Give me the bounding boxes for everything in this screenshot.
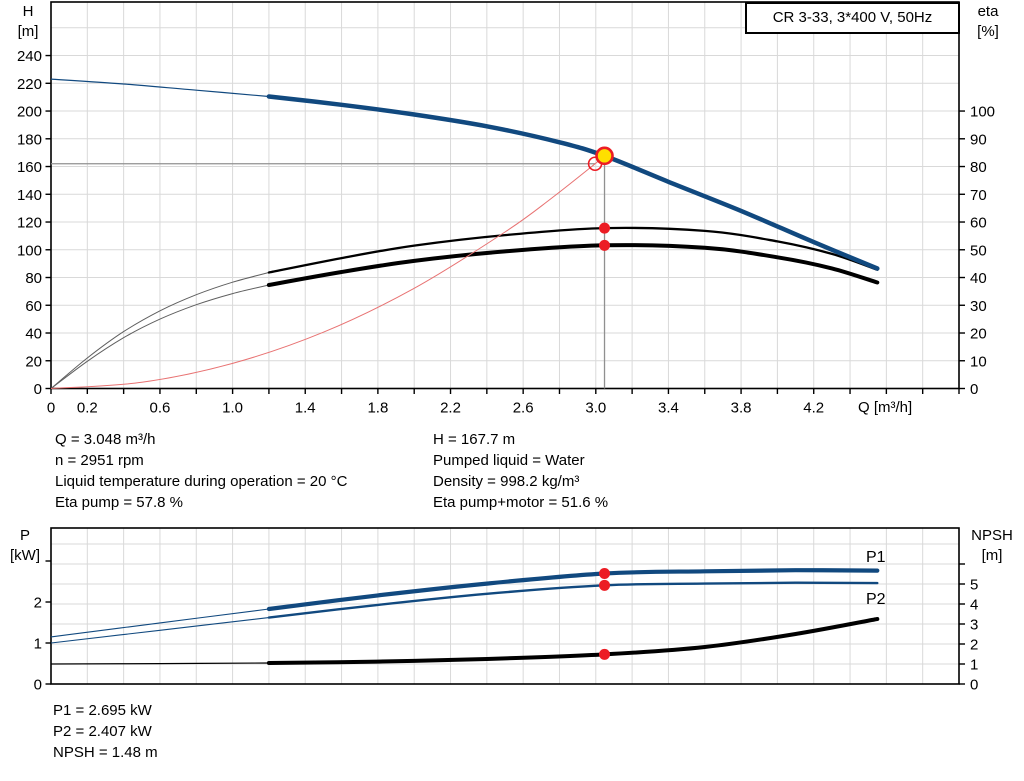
left-axis-tick-label: 140 xyxy=(17,187,42,204)
x-axis-tick-label: 1.4 xyxy=(295,400,316,417)
left-axis-tick-label: 1 xyxy=(34,636,42,653)
duty-point-marker[interactable] xyxy=(595,146,614,166)
x-axis-tick-label: 2.2 xyxy=(440,400,461,417)
plot-border xyxy=(50,527,960,685)
left-axis-tick-label: 2 xyxy=(34,595,42,612)
x-axis-tick-label: 3.0 xyxy=(585,400,606,417)
left-axis-tick-label: 60 xyxy=(25,298,42,315)
left-axis-tick-label: 40 xyxy=(25,326,42,343)
operating-point-dot xyxy=(599,239,611,251)
left-axis-tick-label: 180 xyxy=(17,131,42,148)
qh-curve-min-flow xyxy=(50,78,269,98)
left-axis-tick-label: 120 xyxy=(17,215,42,232)
npsh-curve-min-flow xyxy=(50,662,269,665)
right-axis-tick-label: 3 xyxy=(970,617,978,634)
left-axis-tick-label: 240 xyxy=(17,48,42,65)
right-axis-tick-label: 0 xyxy=(970,381,978,398)
right-axis-tick-label: 10 xyxy=(970,353,987,370)
right-axis-tick-label: 1 xyxy=(970,657,978,674)
right-axis-tick-label: 30 xyxy=(970,298,987,315)
left-axis-tick-label: 0 xyxy=(34,381,42,398)
left-axis-tick-label: 100 xyxy=(17,242,42,259)
left-axis-tick-label: 0 xyxy=(34,677,42,694)
operating-data-left: Q = 3.048 m³/h n = 2951 rpm Liquid tempe… xyxy=(55,429,347,513)
h-axis-unit-label: H [m] xyxy=(8,2,48,42)
eta-axis-unit: [%] xyxy=(977,23,999,40)
p2-curve xyxy=(267,581,879,619)
x-axis-tick-label: 0.6 xyxy=(150,400,171,417)
eta-pump-value: Eta pump = 57.8 % xyxy=(55,494,183,511)
right-axis-tick-label: 2 xyxy=(970,637,978,654)
right-axis-tick-label: 80 xyxy=(970,159,987,176)
qh-curve xyxy=(266,94,880,271)
left-axis-tick-label: 160 xyxy=(17,159,42,176)
x-axis-tick-label: 4.2 xyxy=(803,400,824,417)
h-axis-symbol: H xyxy=(22,3,34,20)
flow-value: Q = 3.048 m³/h xyxy=(55,431,156,448)
p1-curve xyxy=(266,568,880,612)
left-axis-tick-label: 80 xyxy=(25,270,42,287)
operating-point-dot xyxy=(599,222,611,234)
pump-title: CR 3-33, 3*400 V, 50Hz xyxy=(772,9,933,26)
pumped-liquid-value: Pumped liquid = Water xyxy=(433,452,585,469)
speed-value: n = 2951 rpm xyxy=(55,452,144,469)
eta-pump-motor-curve-min-flow xyxy=(50,284,270,389)
right-axis-tick-label: 90 xyxy=(970,131,987,148)
p2-curve-min-flow xyxy=(50,617,269,644)
right-axis-tick-label: 4 xyxy=(970,597,978,614)
p-axis-symbol: P xyxy=(19,527,30,544)
right-axis-tick-label: 20 xyxy=(970,326,987,343)
p1-curve-min-flow xyxy=(50,608,269,638)
head-value: H = 167.7 m xyxy=(433,431,516,448)
x-axis-tick-label: 3.8 xyxy=(731,400,752,417)
right-axis-tick-label: 5 xyxy=(970,577,978,594)
series-label-p1: P1 xyxy=(866,549,886,566)
operating-point-dot xyxy=(599,579,611,591)
npsh-axis-unit: [m] xyxy=(981,547,1003,564)
h-axis-unit: [m] xyxy=(17,23,39,40)
eta-pump-curve-min-flow xyxy=(50,272,270,389)
p-axis-unit: [kW] xyxy=(10,547,40,564)
p1-value: P1 = 2.695 kW xyxy=(53,702,152,719)
left-axis-tick-label: 220 xyxy=(17,76,42,93)
right-axis-tick-label: 60 xyxy=(970,215,987,232)
x-axis-tick-label: 1.0 xyxy=(222,400,243,417)
x-axis-tick-label: 2.6 xyxy=(513,400,534,417)
eta-axis-symbol: eta xyxy=(977,3,999,20)
density-value: Density = 998.2 kg/m³ xyxy=(433,473,580,490)
right-axis-tick-label: 50 xyxy=(970,242,987,259)
operating-point-dot xyxy=(599,568,611,580)
eta-axis-unit-label: eta [%] xyxy=(962,2,1014,42)
x-axis-tick-label: 1.8 xyxy=(367,400,388,417)
x-axis-tick-label: 0.2 xyxy=(77,400,98,417)
left-axis-tick-label: 200 xyxy=(17,104,42,121)
npsh-axis-unit-label: NPSH [m] xyxy=(962,526,1022,566)
liquid-temperature-value: Liquid temperature during operation = 20… xyxy=(55,473,348,490)
pump-title-box: CR 3-33, 3*400 V, 50Hz xyxy=(745,2,960,34)
system-curve-curve xyxy=(50,155,605,389)
eta-pump-motor-value: Eta pump+motor = 51.6 % xyxy=(433,494,609,511)
x-axis-tick-label: 0 xyxy=(47,400,55,417)
x-axis-tick-label: 3.4 xyxy=(658,400,679,417)
q-axis-title: Q [m³/h] xyxy=(858,399,913,416)
eta-pump-motor-curve xyxy=(266,243,880,287)
p2-value: P2 = 2.407 kW xyxy=(53,723,152,740)
left-axis-tick-label: 20 xyxy=(25,353,42,370)
power-npsh-data: P1 = 2.695 kW P2 = 2.407 kW NPSH = 1.48 … xyxy=(53,700,158,763)
right-axis-tick-label: 40 xyxy=(970,270,987,287)
npsh-axis-symbol: NPSH xyxy=(971,527,1013,544)
p-axis-unit-label: P [kW] xyxy=(2,526,48,566)
npsh-value: NPSH = 1.48 m xyxy=(53,744,158,761)
plot-border xyxy=(50,1,960,390)
operating-point-dot xyxy=(599,648,611,660)
operating-data-right: H = 167.7 m Pumped liquid = Water Densit… xyxy=(433,429,608,513)
series-label-p2: P2 xyxy=(866,591,886,608)
right-axis-tick-label: 70 xyxy=(970,187,987,204)
npsh-curve xyxy=(266,617,880,665)
right-axis-tick-label: 0 xyxy=(970,677,978,694)
right-axis-tick-label: 100 xyxy=(970,104,995,121)
